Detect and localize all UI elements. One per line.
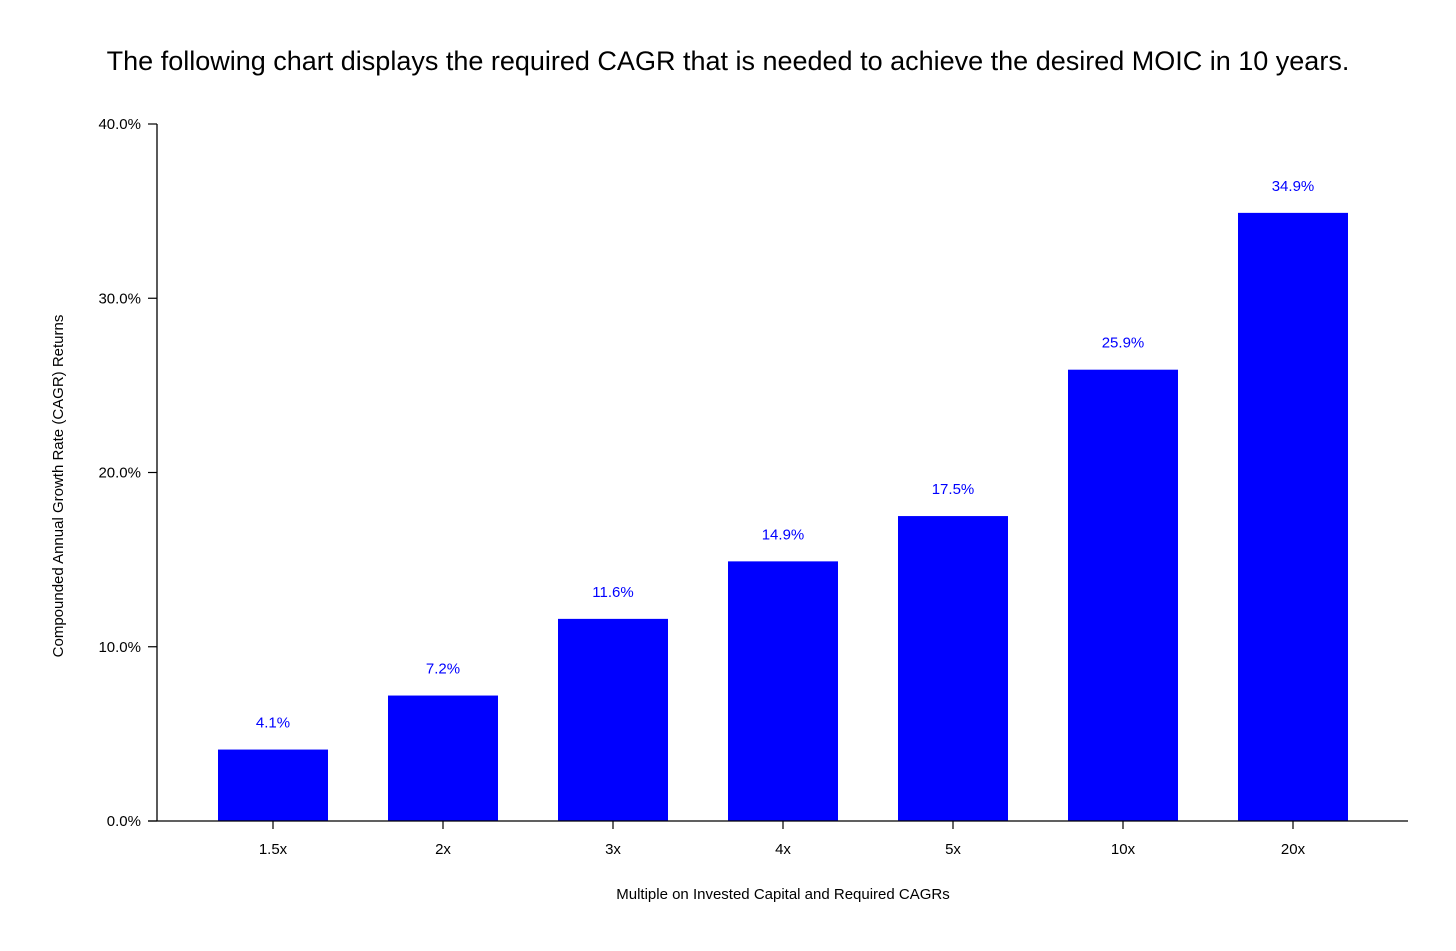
y-tick-label: 20.0% [98, 465, 141, 482]
x-tick-label: 5x [945, 841, 961, 858]
data-label-1.5x: 4.1% [256, 715, 290, 732]
x-axis-ticks: 1.5x 2x 3x 4x 5x 10x 20x [259, 821, 1306, 858]
x-tick-label: 20x [1281, 841, 1306, 858]
bar-3x [558, 618, 668, 821]
bars-group [218, 212, 1348, 821]
bar-10x [1068, 369, 1178, 821]
data-label-5x: 17.5% [932, 481, 975, 498]
data-label-20x: 34.9% [1272, 178, 1315, 195]
x-tick-label: 1.5x [259, 841, 288, 858]
bar-4x [728, 561, 838, 821]
bar-5x [898, 516, 1008, 821]
y-axis-ticks: 0.0% 10.0% 20.0% 30.0% 40.0% [98, 116, 157, 830]
x-tick-label: 10x [1111, 841, 1136, 858]
y-tick-label: 40.0% [98, 116, 141, 133]
bar-1.5x [218, 749, 328, 821]
y-tick-label: 0.0% [107, 813, 141, 830]
data-label-3x: 11.6% [592, 584, 633, 601]
bar-2x [388, 695, 498, 821]
chart-title: The following chart displays the require… [106, 46, 1350, 76]
x-tick-label: 2x [435, 841, 451, 858]
data-label-4x: 14.9% [762, 526, 805, 543]
x-tick-label: 4x [775, 841, 791, 858]
x-axis-title: Multiple on Invested Capital and Require… [616, 886, 950, 903]
y-tick-label: 10.0% [98, 639, 141, 656]
x-tick-label: 3x [605, 841, 621, 858]
data-label-10x: 25.9% [1102, 335, 1145, 352]
data-label-2x: 7.2% [426, 661, 460, 678]
data-labels-group: 4.1% 7.2% 11.6% 14.9% 17.5% 25.9% 34.9% [256, 178, 1314, 732]
bar-20x [1238, 212, 1348, 821]
y-tick-label: 30.0% [98, 290, 141, 307]
y-axis-title: Compounded Annual Growth Rate (CAGR) Ret… [50, 315, 67, 658]
